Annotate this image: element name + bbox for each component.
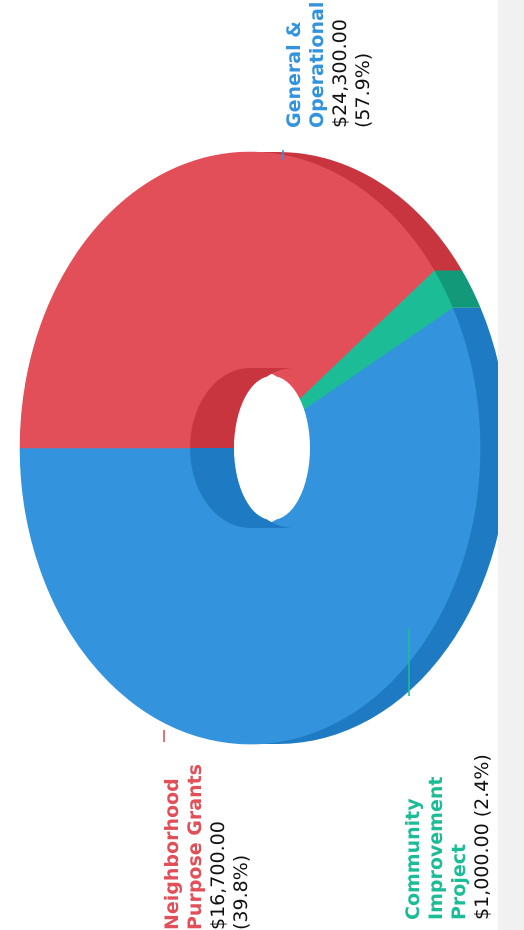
label-neighborhood-line-1: Purpose Grants <box>184 764 206 930</box>
label-community: CommunityImprovementProject$1,000.00 (2.… <box>402 754 493 920</box>
side-face-neighborhood <box>250 152 463 271</box>
label-community-line-1: Improvement <box>425 777 447 920</box>
side-face-general <box>250 307 508 744</box>
label-general-line-2: $24,300.00 <box>329 19 351 128</box>
label-general-line-3: (57.9%) <box>352 53 374 128</box>
label-general-line-1: Operational <box>306 2 328 128</box>
side-face-community <box>434 270 481 308</box>
label-neighborhood-line-3: (39.8%) <box>230 855 252 930</box>
label-neighborhood-line-0: Neighborhood <box>161 778 183 930</box>
donut-side-faces <box>250 152 508 744</box>
label-neighborhood: NeighborhoodPurpose Grants$16,700.00(39.… <box>161 764 252 930</box>
label-general-line-0: General & <box>283 21 305 128</box>
slice-labels: General &Operational$24,300.00(57.9%) Com… <box>161 2 493 930</box>
leader-lines <box>163 150 410 742</box>
hole-opening <box>234 376 310 520</box>
label-community-line-3: $1,000.00 (2.4%) <box>471 754 493 920</box>
donut-top-faces <box>19 151 481 745</box>
donut-hole <box>190 368 310 528</box>
label-general: General &Operational$24,300.00(57.9%) <box>283 2 374 128</box>
label-community-line-0: Community <box>402 798 424 920</box>
label-neighborhood-line-2: $16,700.00 <box>207 821 229 930</box>
label-community-line-2: Project <box>448 844 470 920</box>
page-edge-strip <box>498 0 524 930</box>
